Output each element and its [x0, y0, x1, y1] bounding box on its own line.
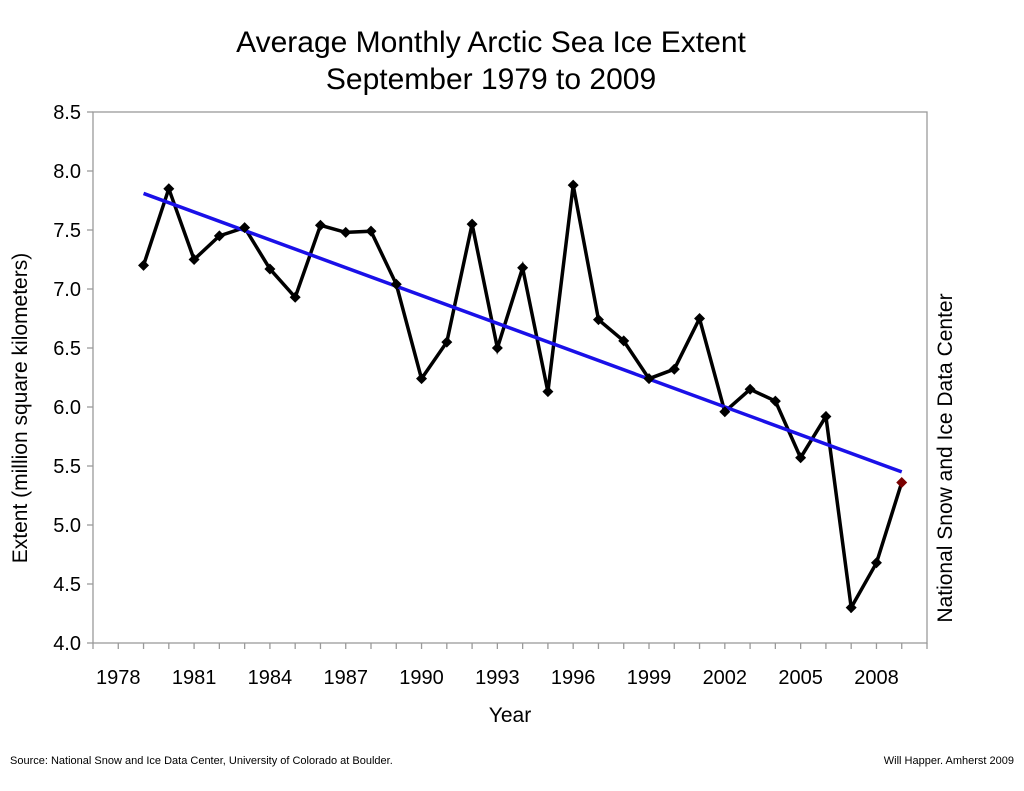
y-tick-label: 6.0	[53, 397, 81, 419]
data-point	[567, 179, 579, 191]
x-tick-label: 1987	[323, 667, 368, 689]
data-point	[694, 313, 706, 324]
data-point	[795, 452, 807, 464]
x-axis: 1978 1981 1984 1987 1990 1993 1996 1999 2002 2005…	[92, 643, 928, 689]
data-point	[340, 226, 352, 238]
data-point	[466, 218, 478, 230]
y-tick-label: 7.0	[53, 279, 81, 301]
data-point	[592, 314, 604, 326]
data-point	[213, 230, 225, 242]
y-tick-label: 7.5	[53, 220, 81, 242]
data-point	[870, 557, 882, 569]
x-tick-label: 1999	[627, 667, 672, 689]
y-tick-label: 6.5	[53, 338, 81, 360]
plot-area	[92, 111, 928, 644]
x-tick-label: 1990	[399, 667, 444, 689]
data-point	[163, 183, 175, 195]
credit-note: Will Happer. Amherst 2009	[883, 755, 1014, 767]
y-tick-label: 8.0	[53, 161, 81, 183]
data-point	[491, 342, 503, 354]
series-layer	[138, 179, 908, 614]
chart-title: Average Monthly Arctic Sea Ice Extent	[236, 26, 746, 59]
x-tick-label: 1993	[475, 667, 520, 689]
x-tick-label: 1996	[551, 667, 596, 689]
x-tick-label: 1978	[96, 667, 141, 689]
y-tick-label: 5.0	[53, 515, 81, 537]
data-point	[264, 263, 276, 275]
data-point	[441, 336, 453, 348]
data-point	[744, 383, 756, 395]
data-point	[365, 225, 377, 237]
source-note: Source: National Snow and Ice Data Cente…	[10, 755, 393, 767]
x-axis-label: Year	[489, 704, 531, 727]
data-point	[188, 254, 200, 265]
x-tick-label: 2005	[778, 667, 823, 689]
y-tick-label: 4.5	[53, 574, 81, 596]
data-point	[289, 291, 301, 303]
data-point	[138, 259, 150, 271]
data-point	[314, 219, 326, 231]
data-point	[769, 395, 781, 407]
data-point	[416, 373, 428, 385]
x-tick-label: 2002	[703, 667, 748, 689]
data-point	[719, 406, 731, 418]
data-point	[239, 222, 251, 234]
x-tick-label: 1984	[248, 667, 293, 689]
data-point	[542, 386, 554, 398]
data-point	[618, 335, 630, 347]
data-point	[820, 410, 832, 422]
highlight-point	[896, 477, 908, 489]
chart: Average Monthly Arctic Sea Ice Extent Se…	[9, 26, 957, 727]
x-tick-label: 1981	[172, 667, 217, 689]
data-point	[643, 373, 655, 385]
trend-line	[142, 191, 903, 474]
y-axis: 4.0 4.5 5.0 5.5 6.0 6.5 7.0 7.5 8.0 8.5	[53, 102, 93, 655]
side-source-label: National Snow and Ice Data Center	[934, 293, 957, 622]
data-point	[390, 278, 402, 290]
chart-subtitle: September 1979 to 2009	[326, 63, 656, 96]
y-axis-label: Extent (million square kilometers)	[9, 253, 32, 563]
y-tick-label: 8.5	[53, 102, 81, 124]
data-point	[668, 363, 680, 375]
data-point	[517, 262, 529, 274]
y-tick-label: 4.0	[53, 633, 81, 655]
y-tick-label: 5.5	[53, 456, 81, 478]
x-tick-label: 2008	[854, 667, 899, 689]
data-point	[845, 602, 857, 614]
